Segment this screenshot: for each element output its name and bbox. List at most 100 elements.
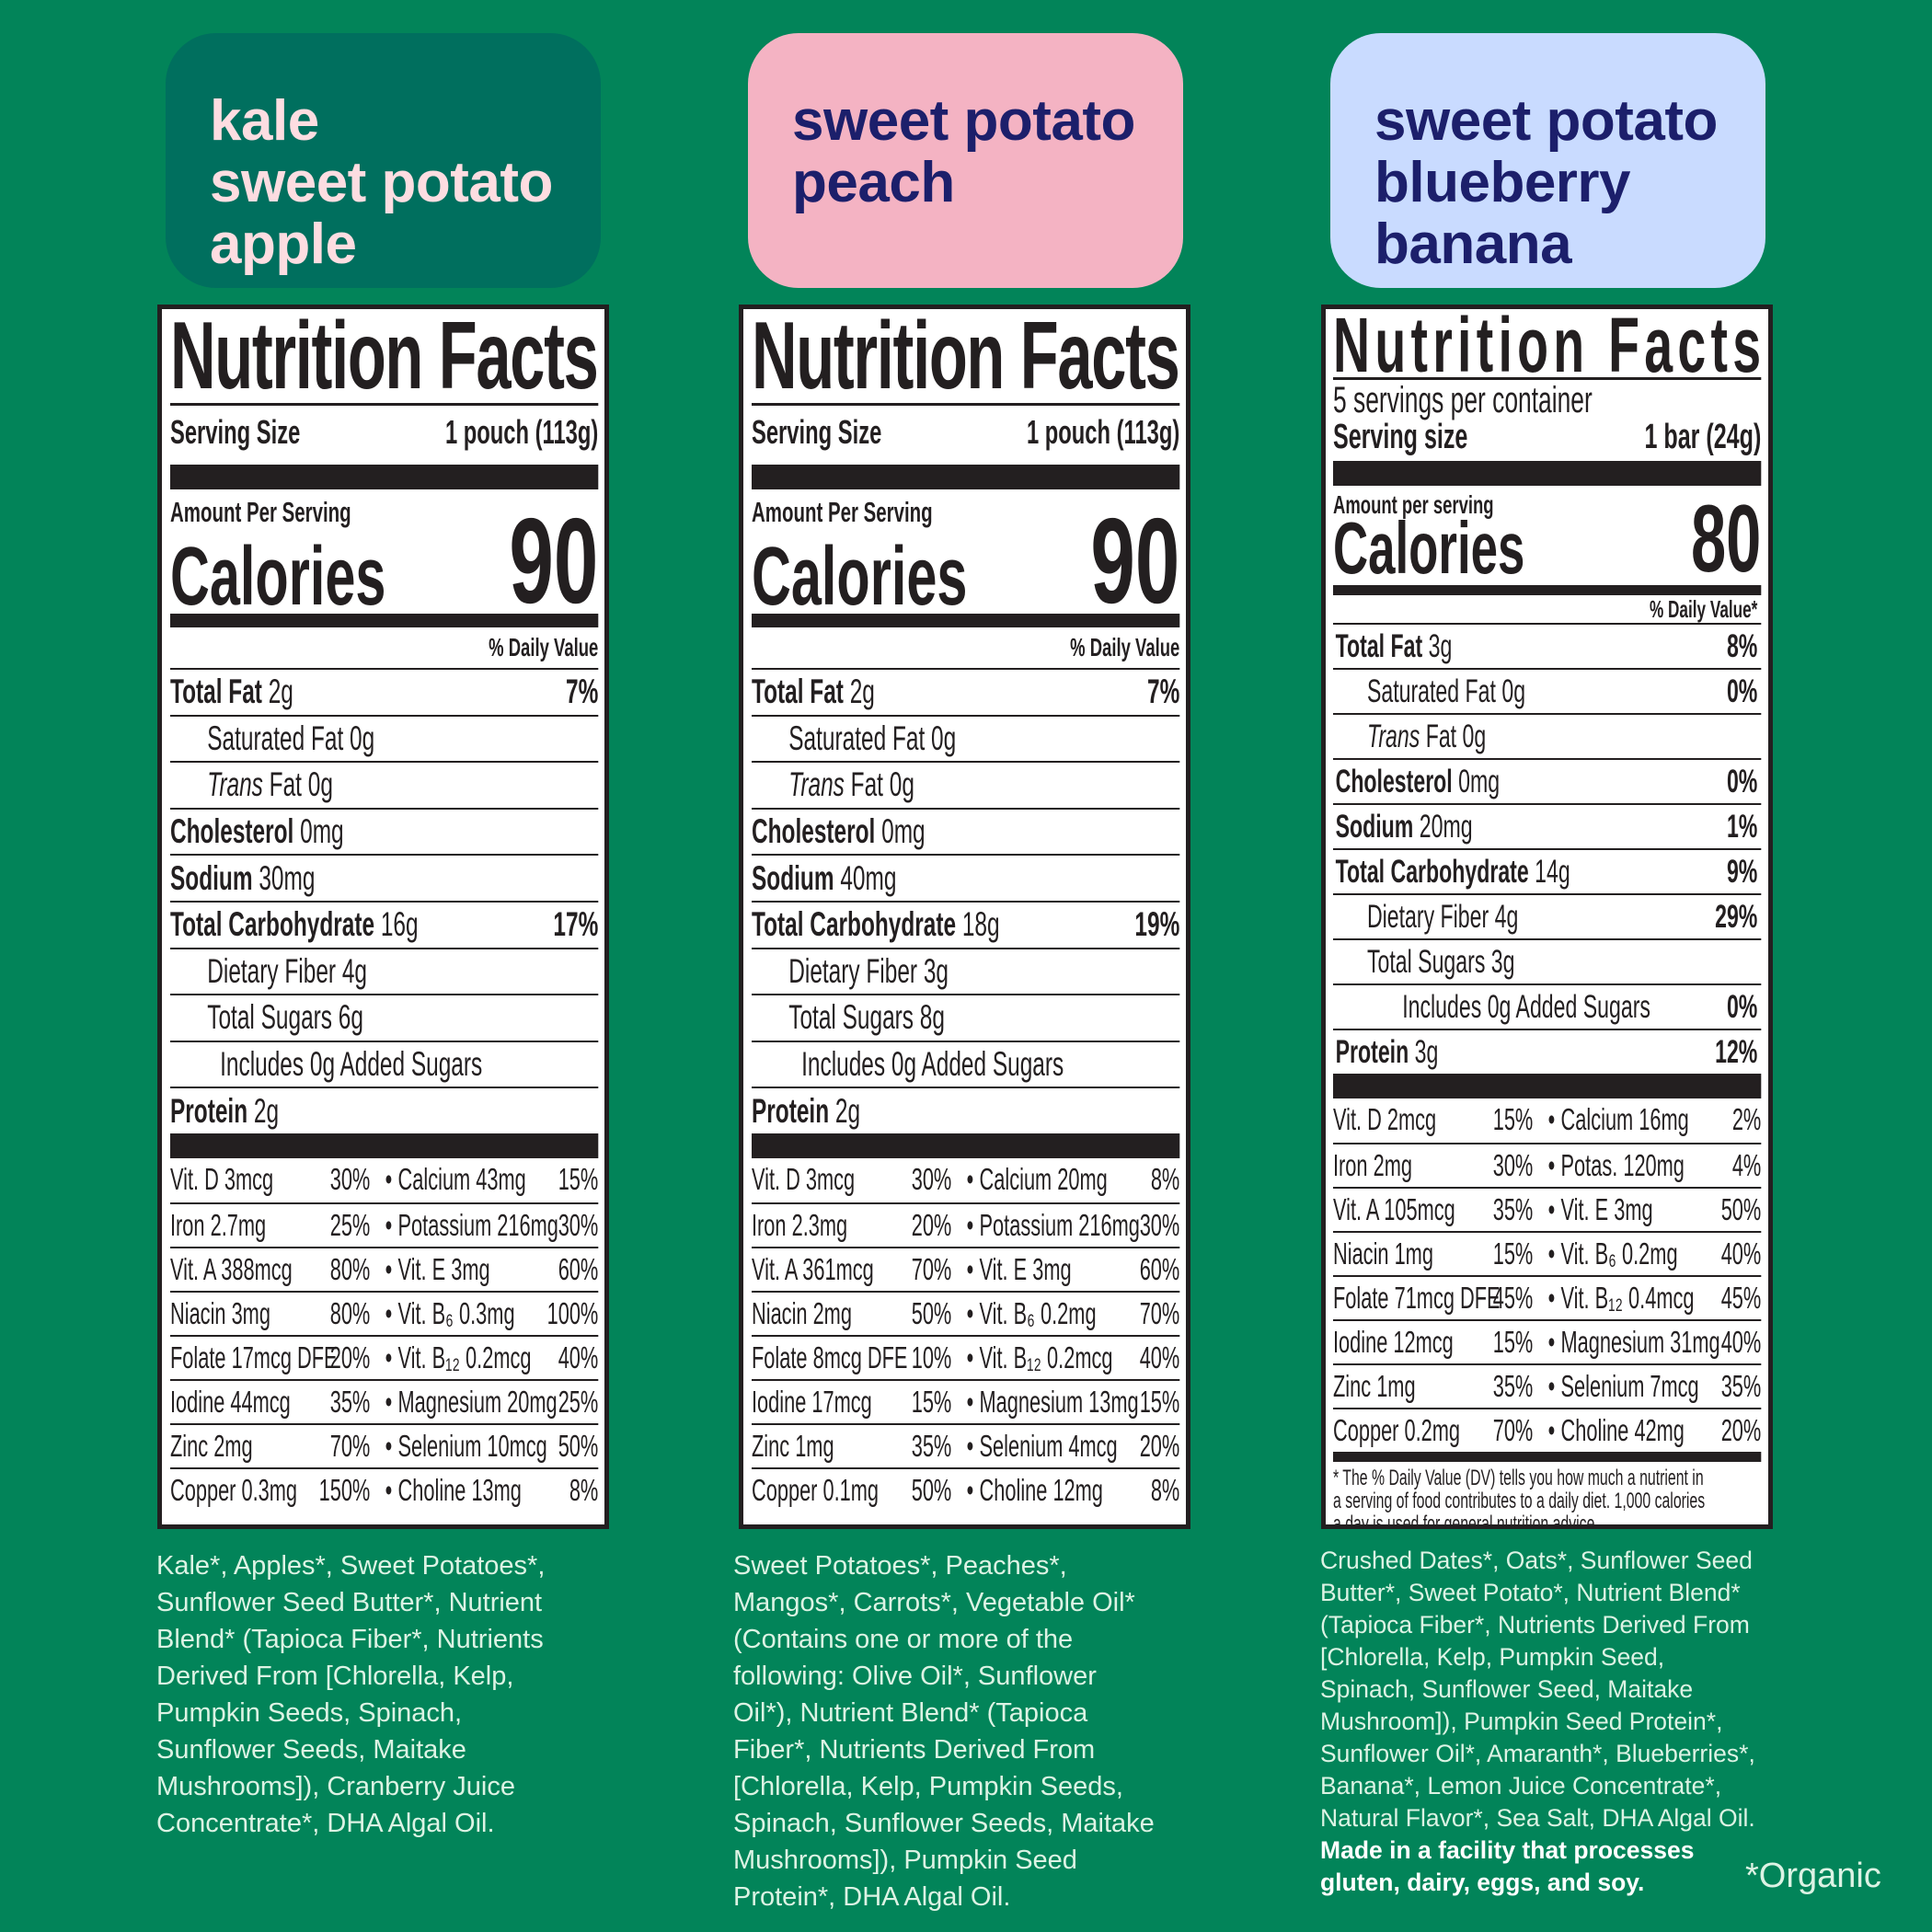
nutrient-name-amount: Cholesterol 0mg: [1336, 764, 1500, 800]
micronutrient-left-name: Copper 0.2mg: [1333, 1413, 1461, 1447]
nutrient-name: Includes 0g Added Sugars: [801, 1045, 1064, 1084]
micronutrient-left-name: Folate 8mcg DFE: [752, 1340, 908, 1374]
nutrient-amount: 6g: [338, 998, 363, 1037]
ingredients-line: Sunflower Oil*, Amaranth*, Blueberries*,: [1320, 1740, 1755, 1767]
micronutrient-row: Copper 0.2mg 70% • Choline 42mg 20%: [1333, 1408, 1762, 1452]
nutrient-name-amount: Protein 2g: [170, 1092, 279, 1131]
ingredients-line: Sweet Potatoes*, Peaches*,: [733, 1551, 1067, 1581]
micronutrient-right-name: Choline 12mg: [979, 1472, 1103, 1507]
nutrient-row: Saturated Fat 0g 0%: [1333, 668, 1762, 713]
micronutrient-row: Copper 0.1mg 50% • Choline 12mg 8%: [752, 1466, 1180, 1512]
serving-size-label: Serving Size: [752, 413, 882, 451]
divider: [170, 403, 599, 406]
micronutrient-right-dv: 20%: [1139, 1428, 1180, 1463]
micronutrient-left-dv: 20%: [329, 1340, 371, 1374]
nutrient-row: Sodium 20mg 1%: [1333, 803, 1762, 848]
ingredients-line: (Contains one or more of the: [733, 1625, 1074, 1654]
micronutrient-right-dv: 40%: [1139, 1340, 1180, 1374]
nutrient-amount: 2g: [253, 1091, 280, 1130]
nutrient-amount: 18g: [961, 905, 1000, 944]
bullet-separator: •: [385, 1340, 393, 1374]
bullet-separator: •: [1547, 1369, 1556, 1403]
label-body: Nutrition Facts 5 servings per container S…: [1333, 309, 1762, 1524]
nutrient-row: Total Carbohydrate 14g 9%: [1333, 848, 1762, 893]
micronutrient-left-dv: 150%: [318, 1472, 371, 1507]
nutrient-row: Dietary Fiber 3g: [752, 947, 1180, 995]
footnote-line: a serving of food contributes to a daily…: [1333, 1489, 1706, 1513]
micronutrient-right-name: Vit. B₆ 0.2mg: [1560, 1236, 1678, 1271]
nutrient-amount: 0g: [889, 765, 914, 804]
micronutrient-left-name: Iron 2mg: [1333, 1148, 1412, 1182]
nutrient-amount: 2g: [268, 673, 293, 711]
bullet-separator: •: [385, 1207, 393, 1242]
micronutrient-row: Iron 2.7mg 25% • Potassium 216mg 30%: [170, 1202, 599, 1247]
thick-divider: [170, 1133, 599, 1158]
serving-size-value: 1 pouch (113g): [444, 413, 599, 451]
nutrient-row: Cholesterol 0mg 0%: [1333, 758, 1762, 803]
ingredients-line: Spinach, Sunflower Seeds, Maitake: [733, 1809, 1155, 1838]
nutrient-daily-value: 7%: [566, 673, 599, 711]
micronutrient-left-dv: 70%: [911, 1251, 952, 1286]
nutrient-name: Fat: [269, 765, 302, 804]
thick-divider: [752, 465, 1180, 489]
calories-label: Calories: [170, 531, 386, 623]
nutrient-daily-value: 17%: [553, 905, 599, 944]
micronutrient-right-dv: 70%: [1139, 1295, 1180, 1330]
nutrient-name: Includes 0g Added Sugars: [220, 1045, 483, 1084]
nutrient-daily-value: 0%: [1726, 988, 1758, 1025]
micronutrient-right-name: Vit. B₆ 0.3mg: [397, 1295, 515, 1330]
micronutrient-row: Vit. D 2mcg 15% • Calcium 16mg 2%: [1333, 1098, 1761, 1143]
ingredients-line: Protein*, DHA Algal Oil.: [733, 1882, 1011, 1912]
nutrient-name: Cholesterol: [752, 812, 876, 851]
micronutrient-left-name: Iodine 44mcg: [170, 1384, 291, 1419]
micronutrient-row: Iodine 12mcg 15% • Magnesium 31mg 40%: [1333, 1319, 1762, 1363]
ingredients-list: Crushed Dates*, Oats*, Sunflower Seed But…: [1320, 1545, 1755, 1899]
ingredients-list: Kale*, Apples*, Sweet Potatoes*, Sunflowe…: [156, 1547, 545, 1842]
product-title-card: kale sweet potato apple: [166, 33, 601, 288]
nutrient-name-amount: Sodium 40mg: [752, 859, 896, 898]
calories-label: Calories: [752, 531, 968, 623]
nutrient-amount: 8g: [919, 998, 945, 1037]
ingredients-list: Sweet Potatoes*, Peaches*, Mangos*, Carro…: [733, 1547, 1155, 1915]
nutrient-name-amount: Dietary Fiber 4g: [1367, 899, 1518, 936]
micronutrient-left-name: Iron 2.7mg: [170, 1207, 267, 1242]
thin-bar: [1333, 1452, 1762, 1462]
micronutrient-right-dv: 8%: [569, 1472, 599, 1507]
micronutrient-row: Zinc 2mg 70% • Selenium 10mcg 50%: [170, 1422, 599, 1467]
ingredients-line: following: Olive Oil*, Sunflower: [733, 1662, 1097, 1691]
nutrient-name-amount: Saturated Fat 0g: [788, 719, 956, 758]
nutrient-name: Protein: [1335, 1033, 1409, 1070]
micronutrient-right-dv: 30%: [558, 1207, 599, 1242]
bullet-separator: •: [966, 1472, 974, 1507]
nutrient-name-amount: Cholesterol 0mg: [752, 812, 926, 851]
micronutrient-right-name: Vit. B₁₂ 0.2mcg: [979, 1340, 1113, 1374]
nutrient-name-amount: Includes 0g Added Sugars: [801, 1045, 1064, 1084]
thick-divider: [170, 465, 599, 489]
micronutrient-row: Niacin 1mg 15% • Vit. B₆ 0.2mg 40%: [1333, 1231, 1762, 1275]
bullet-separator: •: [385, 1384, 393, 1419]
nutrient-row: Total Fat 2g 7%: [170, 668, 599, 715]
nutrient-name-amount: Saturated Fat 0g: [207, 719, 374, 758]
nutrient-name-amount: Includes 0g Added Sugars: [220, 1045, 482, 1084]
bullet-separator: •: [1547, 1281, 1556, 1315]
nutrient-row: Dietary Fiber 4g 29%: [1333, 893, 1762, 938]
micronutrient-left-dv: 15%: [1492, 1236, 1534, 1271]
micronutrient-left-dv: 50%: [911, 1472, 952, 1507]
micronutrient-right-dv: 35%: [1720, 1369, 1762, 1403]
divider: [1333, 377, 1762, 380]
micronutrient-row: Iron 2mg 30% • Potas. 120mg 4%: [1333, 1143, 1762, 1187]
serving-size-row: Serving size 1 bar (24g): [1333, 420, 1761, 454]
micronutrient-left-name: Vit. D 3mcg: [170, 1161, 274, 1196]
nutrient-name: Dietary Fiber: [788, 951, 918, 990]
micronutrient-right-name: Magnesium 20mg: [397, 1384, 558, 1419]
thick-divider: [752, 1133, 1180, 1158]
micronutrient-row: Vit. A 388mcg 80% • Vit. E 3mg 60%: [170, 1246, 599, 1291]
nutrient-name-italic: Trans: [1366, 718, 1420, 754]
micronutrient-left-dv: 45%: [1492, 1281, 1534, 1315]
ingredients-line: Derived From [Chlorella, Kelp,: [156, 1662, 514, 1691]
nutrient-name: Dietary Fiber: [1366, 898, 1489, 935]
divider: [752, 403, 1180, 406]
nutrient-name: Fat: [850, 765, 883, 804]
micronutrient-left-dv: 35%: [1492, 1369, 1534, 1403]
micronutrient-left-dv: 50%: [911, 1295, 952, 1330]
